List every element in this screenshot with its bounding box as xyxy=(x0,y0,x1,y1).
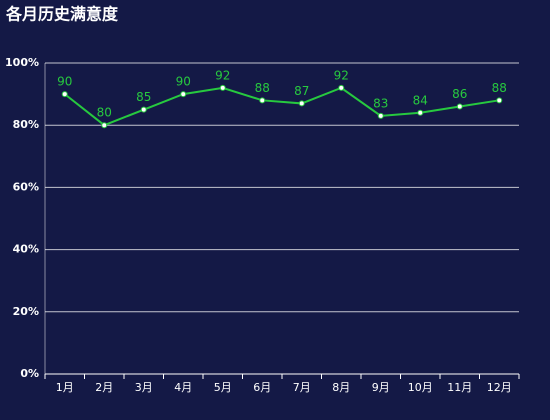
x-tick-label: 7月 xyxy=(293,381,311,394)
data-line xyxy=(64,86,500,127)
x-tick-label: 5月 xyxy=(214,381,232,394)
x-tick-label: 11月 xyxy=(447,381,472,394)
data-label: 83 xyxy=(373,96,388,110)
data-point xyxy=(61,91,68,98)
chart-title: 各月历史满意度 xyxy=(5,5,119,24)
x-tick-label: 10月 xyxy=(408,381,433,394)
x-tick-label: 4月 xyxy=(174,381,192,394)
data-point xyxy=(456,103,463,110)
data-label: 87 xyxy=(294,84,309,98)
data-label: 80 xyxy=(97,106,112,120)
data-point xyxy=(377,112,384,119)
data-point xyxy=(180,91,187,98)
y-tick-label: 100% xyxy=(5,56,39,69)
y-tick-label: 0% xyxy=(20,367,39,380)
x-tick-label: 9月 xyxy=(372,381,390,394)
x-tick-label: 6月 xyxy=(253,381,271,394)
x-tick-label: 1月 xyxy=(56,381,74,394)
data-point xyxy=(298,100,305,107)
y-tick-label: 80% xyxy=(13,118,39,131)
data-point xyxy=(219,84,226,91)
x-tick-label: 8月 xyxy=(332,381,350,394)
data-point xyxy=(101,122,108,129)
data-label: 84 xyxy=(413,93,428,107)
data-label: 92 xyxy=(334,68,349,82)
data-point xyxy=(338,84,345,91)
y-tick-label: 60% xyxy=(13,180,39,193)
data-point xyxy=(140,106,147,113)
data-label: 86 xyxy=(452,87,467,101)
data-label: 92 xyxy=(215,68,230,82)
y-tick-label: 20% xyxy=(13,305,39,318)
data-label: 85 xyxy=(136,90,151,104)
data-point xyxy=(259,97,266,104)
data-label: 88 xyxy=(492,81,507,95)
x-tick-label: 12月 xyxy=(487,381,512,394)
data-point xyxy=(496,97,503,104)
data-point xyxy=(417,109,424,116)
x-tick-label: 2月 xyxy=(95,381,113,394)
data-label: 90 xyxy=(57,75,72,89)
data-label: 90 xyxy=(176,75,191,89)
x-tick-label: 3月 xyxy=(135,381,153,394)
y-tick-label: 40% xyxy=(13,243,39,256)
data-label: 88 xyxy=(255,81,270,95)
